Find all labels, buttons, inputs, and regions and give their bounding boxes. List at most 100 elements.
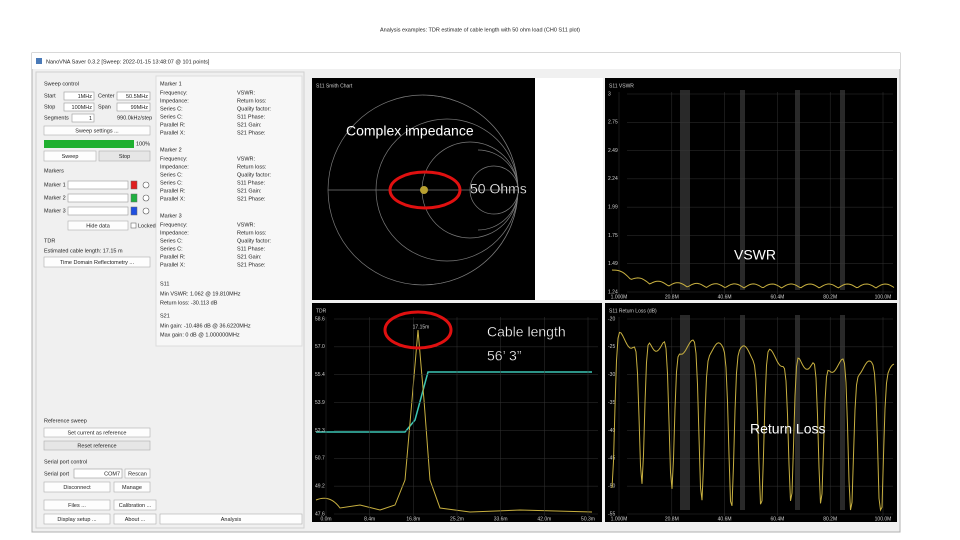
button[interactable] — [43, 499, 111, 511]
button-label: Analysis — [221, 517, 242, 523]
button[interactable] — [124, 468, 151, 479]
return-loss-trace — [611, 331, 895, 512]
label: Marker 3 — [160, 213, 182, 219]
band — [795, 90, 800, 290]
input-field[interactable] — [116, 102, 151, 112]
label: Stop — [44, 104, 55, 110]
app-icon — [36, 58, 42, 64]
label: S21 Phase: — [237, 196, 266, 202]
y-tick-label: 2.24 — [608, 176, 618, 182]
chart-title: S11 Return Loss (dB) — [609, 308, 657, 314]
highlight-ellipse — [388, 170, 462, 210]
label: Parallel X: — [160, 130, 186, 136]
window-title: NanoVNA Saver 0.3.2 [Sweep: 2022-01-15 1… — [46, 59, 210, 65]
y-tick-label: 57.0 — [315, 344, 325, 350]
input-field[interactable] — [116, 91, 151, 101]
y-tick-label: 52.3 — [315, 428, 325, 434]
radio-button[interactable] — [142, 181, 150, 189]
label: S11 Phase: — [237, 114, 266, 120]
annotation: 56’ 3” — [487, 348, 522, 364]
label: Reference sweep — [44, 418, 87, 424]
label: Impedance: — [160, 230, 189, 236]
button-label: Display setup ... — [57, 517, 97, 523]
x-tick-label: 50.3m — [581, 516, 595, 522]
radio-button[interactable] — [142, 207, 150, 215]
button[interactable] — [43, 125, 151, 136]
y-tick-label: 1.75 — [608, 233, 618, 239]
x-tick-label: 100.0M — [875, 294, 892, 300]
button-label: Files ... — [68, 503, 86, 509]
input-field[interactable] — [67, 206, 129, 216]
input-field[interactable] — [71, 113, 95, 123]
y-tick-label: 50.7 — [315, 456, 325, 462]
label: S11 Phase: — [237, 246, 266, 252]
y-tick-label: 55.4 — [315, 372, 325, 378]
y-tick-label: 1.99 — [608, 204, 618, 210]
label: Marker 1 — [44, 182, 66, 188]
input-field[interactable] — [67, 180, 129, 190]
x-tick-label: 1.000M — [611, 294, 628, 300]
input-field[interactable] — [67, 193, 129, 203]
marker-color[interactable] — [130, 193, 138, 203]
button-label: Hide data — [86, 223, 110, 229]
button[interactable] — [67, 220, 129, 231]
label: Start — [44, 93, 56, 99]
button-label: Manage — [122, 485, 142, 491]
radio-button[interactable] — [142, 194, 150, 202]
highlight-ellipse — [383, 310, 453, 350]
label: Series C: — [160, 114, 183, 120]
annotation: Return Loss — [750, 421, 825, 437]
button — [43, 440, 151, 451]
label: Impedance: — [160, 98, 189, 104]
progress-bar — [44, 140, 134, 148]
y-tick-label: 2.75 — [608, 120, 618, 126]
button[interactable] — [113, 481, 151, 493]
input-value: 99MHz — [131, 105, 149, 111]
button-label: Stop — [119, 154, 130, 160]
label: Quality factor: — [237, 106, 271, 112]
button-label: Rescan — [128, 471, 147, 477]
x-tick-label: 20.8M — [665, 516, 679, 522]
label: Marker 2 — [160, 147, 182, 153]
label: Series C: — [160, 106, 183, 112]
label: Series C: — [160, 238, 183, 244]
y-tick-label: 58.6 — [315, 316, 325, 322]
button[interactable] — [43, 481, 111, 493]
button[interactable] — [43, 513, 111, 525]
checkbox[interactable] — [130, 222, 137, 229]
label: Center — [98, 93, 115, 99]
label: Return loss: — [237, 98, 267, 104]
button[interactable] — [159, 513, 303, 525]
label: TDR — [44, 238, 55, 244]
marker-color[interactable] — [130, 206, 138, 216]
input-value: 1 — [89, 116, 92, 122]
input-field[interactable] — [63, 102, 95, 112]
button[interactable] — [43, 256, 151, 268]
y-tick-label: -45 — [608, 456, 615, 462]
vswr-chart — [605, 78, 897, 300]
button[interactable] — [43, 427, 151, 438]
button[interactable] — [43, 150, 97, 162]
marker-color[interactable] — [130, 180, 138, 190]
chart-title: S11 VSWR — [609, 83, 634, 89]
label: S21 Phase: — [237, 130, 266, 136]
button[interactable] — [113, 513, 157, 525]
band — [840, 315, 845, 510]
label: S21 — [160, 313, 170, 319]
label: Segments — [44, 115, 69, 121]
label: Marker 2 — [44, 195, 66, 201]
label: Span — [98, 104, 111, 110]
button[interactable] — [113, 499, 157, 511]
label: S11 — [160, 281, 169, 287]
y-tick-label: -25 — [608, 344, 615, 350]
label: Min VSWR: 1.062 @ 19.810MHz — [160, 291, 241, 297]
label: 100% — [136, 141, 150, 147]
label: Series C: — [160, 172, 183, 178]
label: VSWR: — [237, 222, 256, 228]
button-label: About ... — [125, 517, 146, 523]
button — [98, 150, 151, 162]
label: Parallel R: — [160, 254, 186, 260]
input-field[interactable] — [63, 91, 95, 101]
input-field[interactable] — [73, 468, 123, 479]
label: Return loss: — [237, 230, 267, 236]
